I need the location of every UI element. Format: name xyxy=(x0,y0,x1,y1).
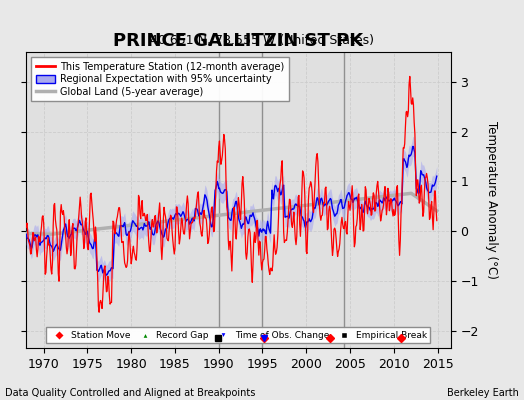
Title: PRINCE GALLITZIN ST PK: PRINCE GALLITZIN ST PK xyxy=(113,32,364,50)
Legend: Station Move, Record Gap, Time of Obs. Change, Empirical Break: Station Move, Record Gap, Time of Obs. C… xyxy=(47,327,430,344)
Text: Berkeley Earth: Berkeley Earth xyxy=(447,388,519,398)
Y-axis label: Temperature Anomaly (°C): Temperature Anomaly (°C) xyxy=(485,121,498,279)
Text: Data Quality Controlled and Aligned at Breakpoints: Data Quality Controlled and Aligned at B… xyxy=(5,388,256,398)
Text: 40.651 N, 78.555 W (United States): 40.651 N, 78.555 W (United States) xyxy=(150,34,374,47)
